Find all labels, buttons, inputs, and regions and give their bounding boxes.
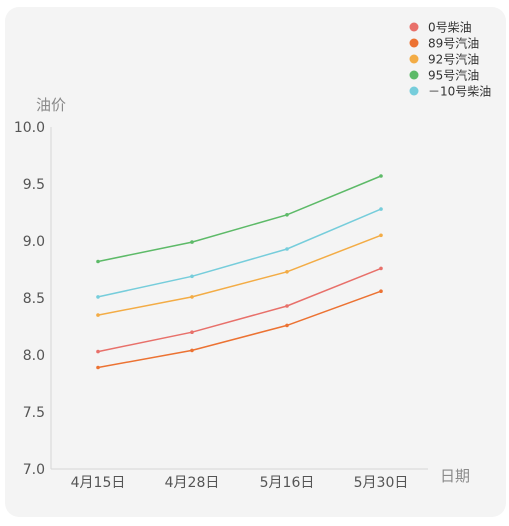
legend-label: 89号汽油 (428, 36, 479, 51)
x-tick-label: 4月28日 (165, 475, 220, 491)
x-tick-label: 5月16日 (260, 475, 315, 491)
series-line (97, 234, 382, 316)
legend-marker (409, 38, 419, 48)
data-point (285, 323, 289, 328)
x-tick-label: 5月30日 (354, 475, 409, 491)
y-tick-label: 7.0 (23, 462, 45, 478)
data-point (190, 274, 194, 279)
data-point (379, 289, 383, 294)
y-tick-label: 9.0 (23, 234, 45, 250)
data-point (96, 295, 100, 299)
data-point (190, 330, 194, 335)
data-point (285, 304, 289, 308)
series-line (97, 175, 382, 263)
data-point (285, 270, 289, 274)
y-axis-ticks: 7.0 7.5 8.0 8.5 9.0 9.5 10.0 (14, 120, 45, 478)
data-point (96, 313, 100, 317)
y-tick-label: 10.0 (14, 120, 45, 136)
data-point (379, 233, 383, 238)
data-point (379, 207, 383, 211)
x-tick-label: 4月15日 (71, 475, 126, 491)
data-point (190, 348, 194, 353)
data-point (190, 240, 194, 244)
y-tick-label: 8.5 (23, 291, 45, 307)
series-line (97, 267, 382, 353)
legend-marker (409, 22, 419, 32)
legend-label: 0号柴油 (428, 21, 472, 35)
y-tick-label: 8.0 (23, 348, 45, 364)
data-point (285, 213, 289, 217)
legend-marker (409, 54, 419, 64)
data-point (285, 247, 289, 251)
y-tick-label: 9.5 (23, 177, 45, 193)
data-point (379, 266, 383, 271)
legend-marker (409, 70, 419, 80)
x-axis-ticks: 4月15日 4月28日 5月16日 5月30日 (71, 475, 409, 491)
data-point (190, 295, 194, 299)
data-point (379, 174, 383, 178)
data-point (96, 365, 100, 370)
y-axis-title: 油价 (36, 96, 66, 114)
legend-marker (409, 86, 419, 96)
x-axis-title: 日期 (440, 467, 470, 485)
data-point (96, 349, 100, 354)
y-tick-label: 7.5 (23, 405, 45, 421)
legend-label: 95号汽油 (428, 68, 479, 83)
legend-label: 92号汽油 (428, 52, 479, 67)
series-group (96, 174, 383, 370)
series-line (97, 208, 382, 298)
chart-card (5, 7, 506, 517)
legend-label: －10号柴油 (428, 85, 491, 99)
series-line (97, 290, 382, 369)
data-point (96, 259, 100, 264)
